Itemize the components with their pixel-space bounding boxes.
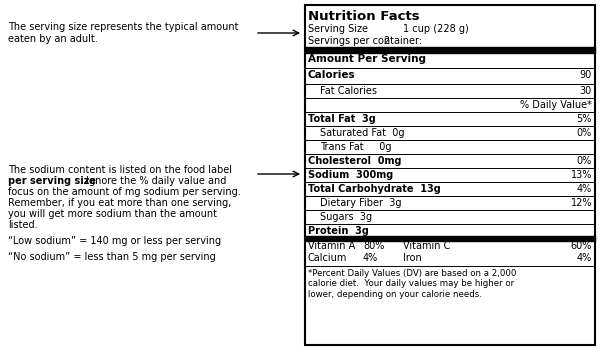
Text: 5%: 5% [577,114,592,124]
Text: 80%: 80% [363,241,385,251]
Text: 1 cup (228 g): 1 cup (228 g) [403,24,469,34]
Text: Fat Calories: Fat Calories [320,86,377,96]
Text: 4%: 4% [363,253,378,263]
Text: 60%: 60% [571,241,592,251]
Text: Total Fat  3g: Total Fat 3g [308,114,376,124]
Text: Saturated Fat  0g: Saturated Fat 0g [320,128,404,138]
Text: listed.: listed. [8,220,38,230]
Text: 13%: 13% [571,170,592,180]
Text: 0%: 0% [577,128,592,138]
Text: per serving size: per serving size [8,176,96,186]
Text: Servings per container:: Servings per container: [308,36,422,46]
Text: % Daily Value*: % Daily Value* [520,100,592,110]
Text: 2: 2 [383,36,389,46]
Text: “Low sodium” = 140 mg or less per serving: “Low sodium” = 140 mg or less per servin… [8,236,221,246]
Text: 30: 30 [580,86,592,96]
Text: Vitamin A: Vitamin A [308,241,355,251]
Text: . Ignore the % daily value and: . Ignore the % daily value and [80,176,226,186]
Text: 90: 90 [580,70,592,80]
Text: The sodium content is listed on the food label: The sodium content is listed on the food… [8,165,232,175]
Text: Total Carbohydrate  13g: Total Carbohydrate 13g [308,184,441,194]
Text: Amount Per Serving: Amount Per Serving [308,54,426,64]
Text: Nutrition Facts: Nutrition Facts [308,10,419,23]
Text: Calcium: Calcium [308,253,347,263]
Text: 4%: 4% [577,253,592,263]
Text: Remember, if you eat more than one serving,: Remember, if you eat more than one servi… [8,198,232,208]
Text: *Percent Daily Values (DV) are based on a 2,000
calorie diet.  Your daily values: *Percent Daily Values (DV) are based on … [308,269,517,299]
Text: Dietary Fiber  3g: Dietary Fiber 3g [320,198,401,208]
Polygon shape [305,5,595,345]
Text: Serving Size: Serving Size [308,24,368,34]
Text: Cholesterol  0mg: Cholesterol 0mg [308,156,401,166]
Text: The serving size represents the typical amount
eaten by an adult.: The serving size represents the typical … [8,22,239,44]
Text: 4%: 4% [577,184,592,194]
Text: focus on the amount of mg sodium per serving.: focus on the amount of mg sodium per ser… [8,187,241,197]
Text: 0%: 0% [577,156,592,166]
Text: you will get more sodium than the amount: you will get more sodium than the amount [8,209,217,219]
Text: Trans Fat     0g: Trans Fat 0g [320,142,392,152]
Text: Vitamin C: Vitamin C [403,241,451,251]
Text: Iron: Iron [403,253,422,263]
Text: Calories: Calories [308,70,356,80]
Text: Protein  3g: Protein 3g [308,226,369,236]
Text: Sodium  300mg: Sodium 300mg [308,170,393,180]
Text: “No sodium” = less than 5 mg per serving: “No sodium” = less than 5 mg per serving [8,252,216,262]
Text: Sugars  3g: Sugars 3g [320,212,372,222]
Text: 12%: 12% [571,198,592,208]
